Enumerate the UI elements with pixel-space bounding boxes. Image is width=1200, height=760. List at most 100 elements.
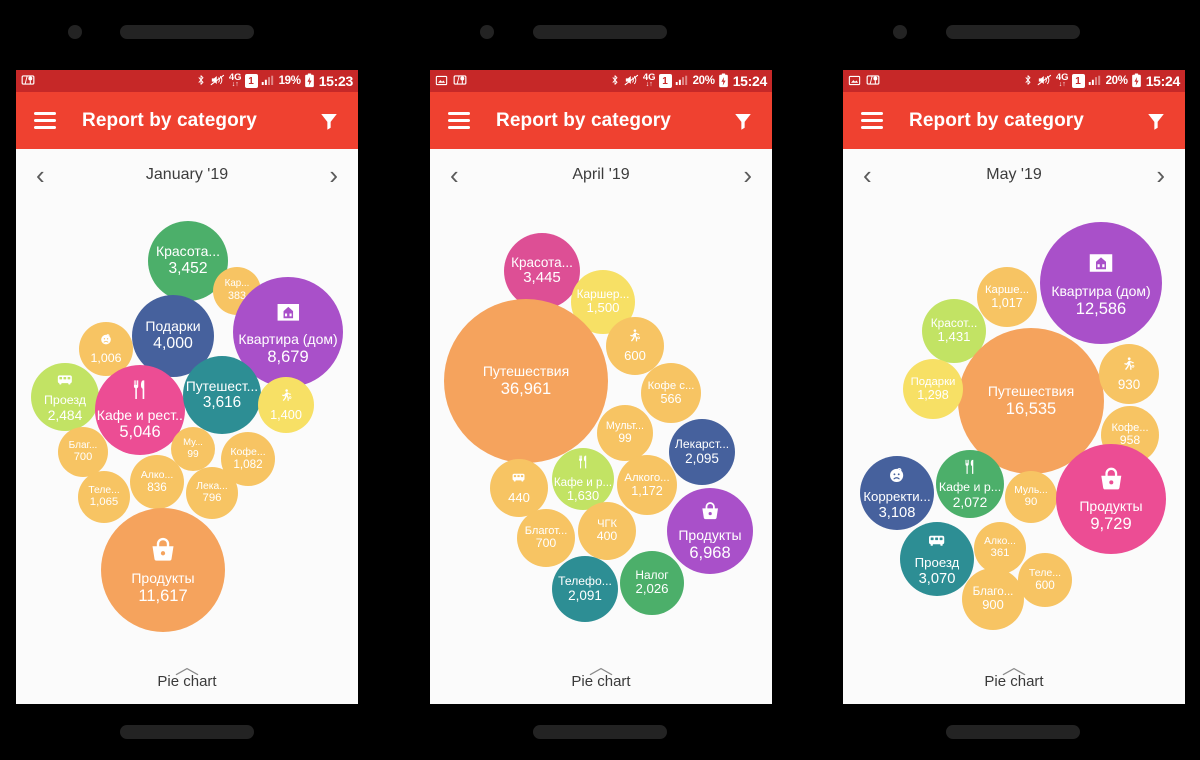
- bubble-chart[interactable]: Квартира (дом) 12,586 Карше... 1,017 Кра…: [843, 201, 1185, 649]
- bubble-value: 900: [982, 597, 1004, 613]
- bubble[interactable]: 440: [490, 459, 548, 517]
- hamburger-icon[interactable]: [861, 108, 883, 134]
- caret-up-icon: [1001, 663, 1027, 676]
- status-bar: 4G ↓↑ 1 20% 15:24: [430, 70, 772, 92]
- basket-icon: [148, 535, 178, 570]
- clock: 15:23: [318, 73, 354, 89]
- bubble[interactable]: Продукты 11,617: [101, 508, 225, 632]
- pie-chart-label: Pie chart: [571, 673, 631, 690]
- bus-icon: [56, 371, 74, 394]
- bubble[interactable]: Карше... 1,017: [977, 267, 1037, 327]
- chevron-left-icon[interactable]: ‹: [863, 160, 872, 190]
- bubble[interactable]: 930: [1099, 344, 1159, 404]
- bubble[interactable]: Благо... 900: [962, 568, 1024, 630]
- clock: 15:24: [1145, 73, 1181, 89]
- caret-up-icon: [174, 663, 200, 676]
- pie-chart-toggle[interactable]: Pie chart: [430, 649, 772, 704]
- bubble-chart[interactable]: Красота... 3,445 Каршер... 1,500 Путешес…: [430, 201, 772, 649]
- bubble[interactable]: Продукты 9,729: [1056, 444, 1166, 554]
- bubble[interactable]: Алко... 836: [130, 455, 184, 509]
- bubble[interactable]: Благ... 700: [58, 427, 108, 477]
- bubble[interactable]: 1,400: [258, 377, 314, 433]
- bubble-label: Кофе...: [1111, 421, 1149, 434]
- bubble[interactable]: Алкого... 1,172: [617, 455, 677, 515]
- bus-icon: [927, 531, 946, 555]
- bubble-value: 3,070: [918, 570, 956, 587]
- run-icon: [627, 328, 642, 348]
- bubble[interactable]: Корректи... 3,108: [860, 456, 934, 530]
- bubble[interactable]: Кафе и рест... 5,046: [95, 365, 185, 455]
- bubble-value: 2,072: [952, 495, 988, 511]
- pie-chart-toggle[interactable]: Pie chart: [843, 649, 1185, 704]
- chevron-right-icon[interactable]: ›: [743, 160, 752, 190]
- bubble[interactable]: 600: [606, 317, 664, 375]
- bubble-value: 2,095: [685, 451, 719, 467]
- bubble[interactable]: Квартира (дом) 8,679: [233, 277, 343, 387]
- chevron-right-icon[interactable]: ›: [329, 160, 338, 190]
- month-label: May '19: [986, 166, 1042, 183]
- bubble[interactable]: ЧГК 400: [578, 502, 636, 560]
- bubble[interactable]: Продукты 6,968: [667, 488, 753, 574]
- month-navigator: ‹ May '19 ›: [843, 149, 1185, 201]
- bubble[interactable]: Благот... 700: [517, 509, 575, 567]
- sad-face-icon: [887, 465, 906, 489]
- bubble-value: 6,968: [689, 543, 731, 562]
- bubble[interactable]: Лекарст... 2,095: [669, 419, 735, 485]
- bubble-label: Кофе с...: [647, 379, 695, 392]
- bubble[interactable]: Квартира (дом) 12,586: [1040, 222, 1162, 344]
- month-label: January '19: [145, 166, 229, 183]
- bubble[interactable]: Путешествия 36,961: [444, 299, 608, 463]
- filter-icon[interactable]: [732, 110, 754, 132]
- phone-screen-1: 4G ↓↑ 1 19% 15:23 Report by category ‹ Ja…: [16, 70, 358, 704]
- chevron-left-icon[interactable]: ‹: [36, 160, 45, 190]
- chevron-left-icon[interactable]: ‹: [450, 160, 459, 190]
- sad-face-icon: [99, 332, 113, 351]
- charging-icon: [1131, 72, 1142, 90]
- bubble[interactable]: Му... 99: [171, 427, 215, 471]
- bubble[interactable]: Кафе и р... 2,072: [936, 450, 1004, 518]
- bubble[interactable]: Алко... 361: [974, 522, 1026, 574]
- bubble-label: Налог: [635, 568, 669, 582]
- bubble[interactable]: Телефо... 2,091: [552, 556, 618, 622]
- bubble-value: 1,065: [89, 496, 119, 509]
- bubble[interactable]: Проезд 3,070: [900, 522, 974, 596]
- bubble-label: Красота...: [511, 255, 573, 271]
- filter-icon[interactable]: [1145, 110, 1167, 132]
- pie-chart-toggle[interactable]: Pie chart: [16, 649, 358, 704]
- bubble[interactable]: Лека... 796: [186, 467, 238, 519]
- bubble[interactable]: Красота... 3,452: [148, 221, 228, 301]
- filter-icon[interactable]: [318, 110, 340, 132]
- status-right-icons: 4G ↓↑ 1 20% 15:24: [609, 70, 767, 92]
- bubble-chart[interactable]: Красота... 3,452 Кар... 383 Квартира (до…: [16, 201, 358, 649]
- bubble-value: 2,091: [568, 588, 602, 604]
- bubble[interactable]: Кафе и р... 1,630: [552, 448, 614, 510]
- bubble[interactable]: Теле... 1,065: [78, 471, 130, 523]
- run-icon: [1121, 356, 1137, 377]
- bubble-label: Благо...: [972, 585, 1014, 599]
- bubble[interactable]: Путешествия 16,535: [958, 328, 1104, 474]
- bubble-value: 836: [147, 481, 167, 495]
- bubble-label: Благот...: [524, 524, 568, 537]
- bubble[interactable]: Налог 2,026: [620, 551, 684, 615]
- bubble-value: 566: [660, 392, 682, 407]
- home-indicator: [946, 725, 1080, 739]
- bubble[interactable]: Мульт... 99: [597, 405, 653, 461]
- mute-icon: [1037, 73, 1053, 89]
- hamburger-icon[interactable]: [34, 108, 56, 134]
- bubble[interactable]: Теле... 600: [1018, 553, 1072, 607]
- hamburger-icon[interactable]: [448, 108, 470, 134]
- network-label: 4G: [642, 72, 656, 83]
- bubble[interactable]: Муль... 90: [1005, 471, 1057, 523]
- phone-screen-2: 4G ↓↑ 1 20% 15:24 Report by category ‹ Ap…: [430, 70, 772, 704]
- bubble-label: Подарки: [145, 319, 201, 335]
- bubble-value: 1,400: [270, 407, 302, 423]
- chevron-right-icon[interactable]: ›: [1156, 160, 1165, 190]
- bubble[interactable]: Путешест... 3,616: [183, 356, 261, 434]
- bubble[interactable]: Красота... 3,445: [504, 233, 580, 309]
- bubble[interactable]: Проезд 2,484: [31, 363, 99, 431]
- bubble-value: 1,630: [566, 488, 600, 504]
- bubble-label: Лека...: [196, 480, 228, 492]
- bubble[interactable]: Кофе с... 566: [641, 363, 701, 423]
- map-icon: [21, 73, 35, 89]
- bubble[interactable]: Подарки 1,298: [903, 359, 963, 419]
